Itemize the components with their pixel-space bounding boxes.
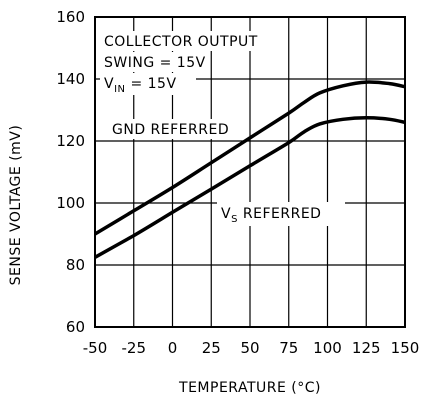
plot-frame [94,16,406,328]
y-tick-label: 80 [66,256,85,274]
y-tick-label: 100 [56,194,85,212]
label-backing [100,31,264,51]
annotation-vin: VIN = 15V [104,76,177,95]
vs-main: V [221,206,231,222]
x-tick-label: -50 [83,339,108,357]
series-line-vs-referred [94,116,406,259]
annotation-collector-output: COLLECTOR OUTPUT [104,34,258,50]
vs-subscript: S [231,214,238,225]
y-tick-labels: 60 80 100 120 140 160 [56,8,85,336]
x-tick-label: 0 [168,339,178,357]
label-backing [100,52,202,72]
label-backing [108,119,235,139]
y-tick-label: 140 [56,70,85,88]
label-backing [100,73,196,95]
x-axis-title: TEMPERATURE (°C) [178,380,321,396]
annotation-swing: SWING = 15V [104,55,206,71]
vin-rest: = 15V [126,76,177,92]
x-tick-label: 75 [279,339,298,357]
y-axis-title: SENSE VOLTAGE (mV) [8,125,24,286]
x-tick-labels: -50 -25 0 25 50 75 100 125 150 [83,339,420,357]
data-series [94,80,406,259]
y-tick-label: 60 [66,318,85,336]
label-backing [217,202,345,226]
y-tick-label: 120 [56,132,85,150]
x-tick-label: 100 [313,339,342,357]
vs-rest: REFERRED [238,206,322,222]
x-tick-label: 50 [240,339,259,357]
series-line-gnd-referred [94,80,406,236]
x-tick-label: 25 [202,339,221,357]
x-tick-label: 125 [352,339,381,357]
y-tick-label: 160 [56,8,85,26]
vin-subscript: IN [114,84,125,95]
x-tick-label: -25 [122,339,147,357]
label-vs-referred: VS REFERRED [221,206,321,225]
vin-main: V [104,76,114,92]
grid-lines [95,17,405,327]
label-gnd-referred: GND REFERRED [112,122,229,138]
x-tick-label: 150 [391,339,420,357]
